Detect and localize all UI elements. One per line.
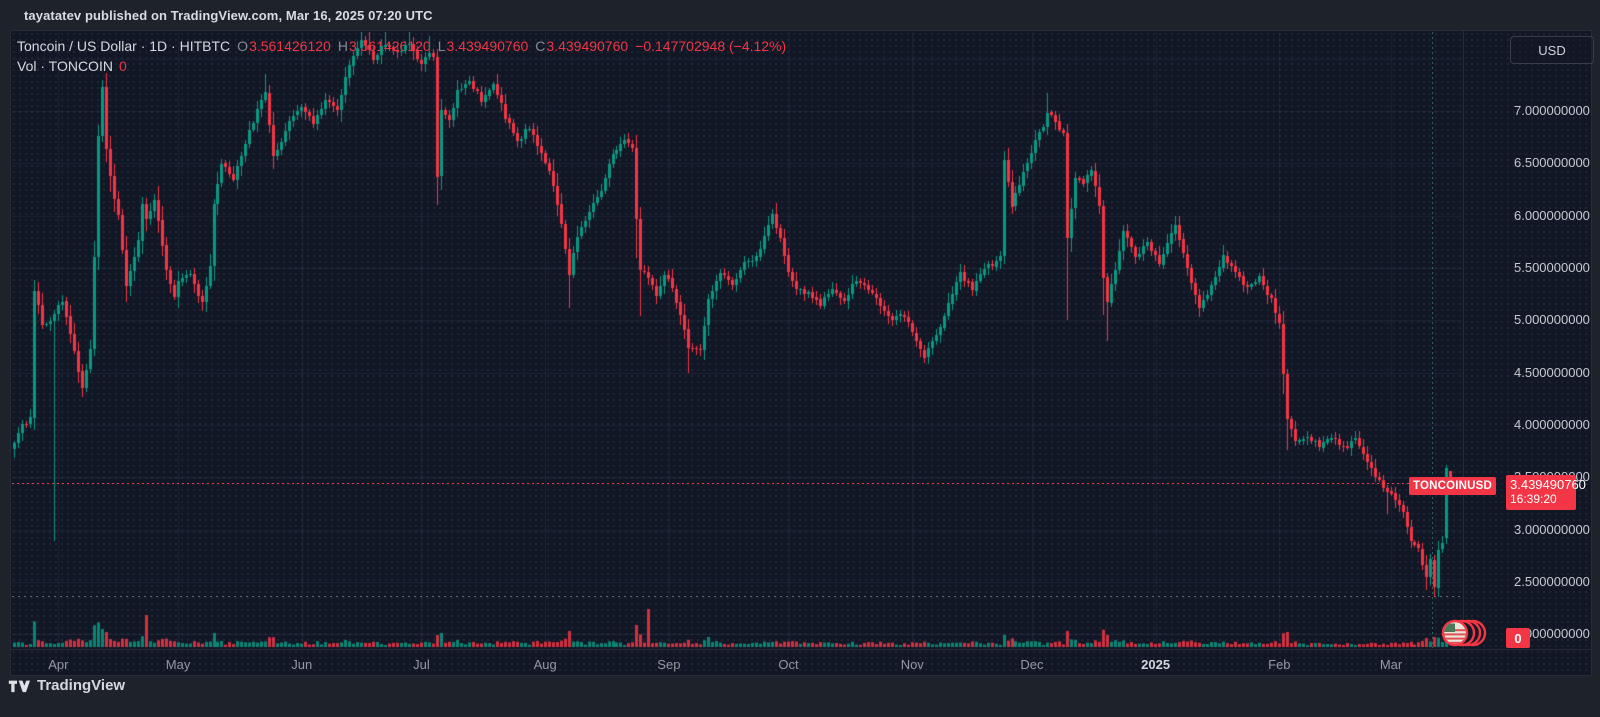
event-flag-icons[interactable] xyxy=(1438,617,1488,649)
time-tick-jun: Jun xyxy=(291,657,313,672)
time-tick-nov: Nov xyxy=(900,657,924,672)
price-tick: 7.000000000 xyxy=(1514,103,1590,118)
flag-icon xyxy=(1444,623,1466,644)
price-tick: 2.500000000 xyxy=(1514,574,1590,589)
time-tick-feb: Feb xyxy=(1268,657,1291,672)
bar-countdown: 16:39:20 xyxy=(1510,492,1557,506)
publish-header: tayatatev published on TradingView.com, … xyxy=(0,0,1600,30)
price-tick: 3.000000000 xyxy=(1514,522,1590,537)
price-tick: 6.000000000 xyxy=(1514,208,1590,223)
currency-button[interactable]: USD xyxy=(1510,36,1594,64)
current-price-value: 3.439490760 xyxy=(1510,477,1586,492)
price-tick: 6.500000000 xyxy=(1514,155,1590,170)
candlestick-chart[interactable] xyxy=(12,32,1462,648)
tradingview-brand-text: TradingView xyxy=(37,677,126,694)
price-pane[interactable]: Toncoin / US Dollar · 1D · HITBTC O3.561… xyxy=(11,31,1463,649)
price-tick: 5.500000000 xyxy=(1514,260,1590,275)
time-tick-apr: Apr xyxy=(48,657,69,672)
current-price-label: 3.439490760 16:39:20 xyxy=(1506,475,1586,510)
time-tick-2025: 2025 xyxy=(1141,657,1171,672)
price-tick: 4.000000000 xyxy=(1514,417,1590,432)
price-tick: 2.000000000 xyxy=(1514,626,1590,641)
time-tick-aug: Aug xyxy=(533,657,557,672)
price-scale[interactable]: USD 7.000000000 6.500000000 6.000000000 5.5… xyxy=(1463,31,1594,649)
publish-attribution-text: tayatatev published on TradingView.com, … xyxy=(24,8,433,23)
volume-axis-label: 0 xyxy=(1506,628,1530,648)
time-tick-dec: Dec xyxy=(1020,657,1044,672)
time-tick-jul: Jul xyxy=(413,657,430,672)
time-tick-sep: Sep xyxy=(657,657,681,672)
price-tick: 5.000000000 xyxy=(1514,312,1590,327)
time-tick-may: May xyxy=(165,657,191,672)
time-tick-mar: Mar xyxy=(1379,657,1403,672)
chart-shell: Toncoin / US Dollar · 1D · HITBTC O3.561… xyxy=(10,30,1594,677)
price-tick: 4.500000000 xyxy=(1514,365,1590,380)
symbol-price-flag: TONCOINUSD xyxy=(1409,477,1496,495)
attribution[interactable]: TradingView xyxy=(8,677,125,694)
time-scale[interactable]: Apr May Jun Jul Aug Sep Oct Nov Dec 2025 Feb Mar xyxy=(11,649,1593,677)
tradingview-logo-icon xyxy=(8,680,31,693)
time-tick-oct: Oct xyxy=(778,657,799,672)
